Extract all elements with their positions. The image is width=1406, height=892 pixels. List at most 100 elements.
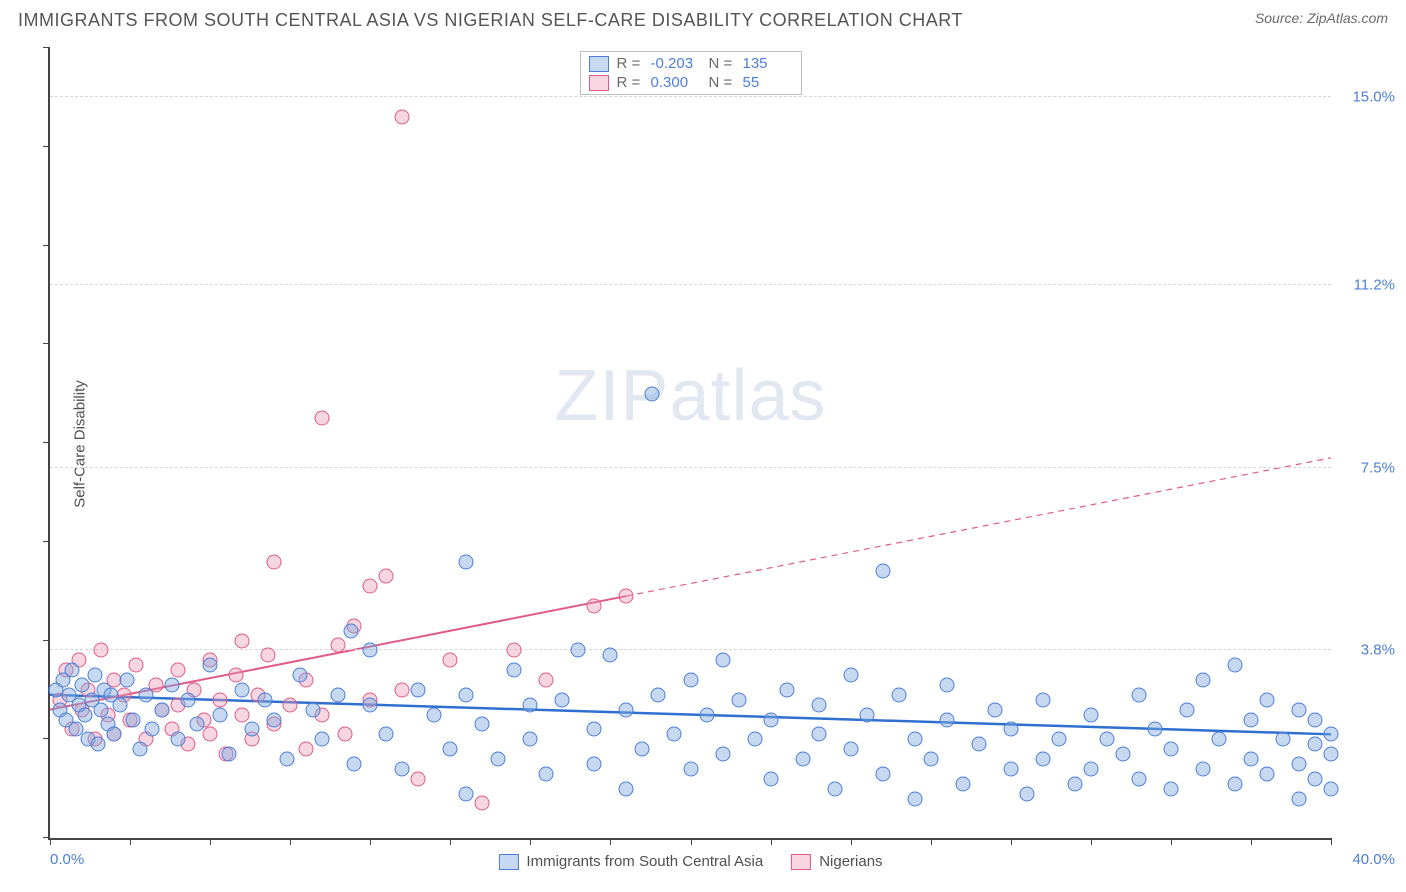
data-point-sca — [683, 673, 698, 688]
swatch-icon — [791, 854, 811, 870]
data-point-sca — [395, 761, 410, 776]
y-tick-label: 7.5% — [1339, 459, 1395, 476]
data-point-sca — [180, 692, 195, 707]
y-tick — [43, 541, 50, 542]
data-point-sca — [94, 702, 109, 717]
x-min-label: 0.0% — [50, 851, 84, 868]
data-point-sca — [171, 732, 186, 747]
data-point-sca — [1019, 786, 1034, 801]
data-point-sca — [145, 722, 160, 737]
data-point-nig — [260, 648, 275, 663]
data-point-sca — [587, 722, 602, 737]
data-point-sca — [1227, 658, 1242, 673]
data-point-nig — [475, 796, 490, 811]
data-point-nig — [267, 554, 282, 569]
data-point-sca — [305, 702, 320, 717]
data-point-nig — [129, 658, 144, 673]
data-point-sca — [1291, 702, 1306, 717]
legend-N-label: N = — [709, 55, 735, 72]
data-point-sca — [603, 648, 618, 663]
data-point-sca — [244, 722, 259, 737]
data-point-sca — [875, 766, 890, 781]
data-point-sca — [523, 697, 538, 712]
data-point-sca — [475, 717, 490, 732]
data-point-nig — [507, 643, 522, 658]
data-point-sca — [645, 386, 660, 401]
data-point-sca — [1275, 732, 1290, 747]
data-point-sca — [1163, 742, 1178, 757]
legend-R-sca: -0.203 — [651, 55, 701, 72]
data-point-sca — [699, 707, 714, 722]
plot-area: ZIPatlas R = -0.203 N = 135 R = 0.300 N … — [48, 48, 1331, 840]
data-point-sca — [78, 707, 93, 722]
y-tick — [43, 245, 50, 246]
data-point-sca — [1195, 761, 1210, 776]
data-point-sca — [91, 737, 106, 752]
grid-line — [50, 467, 1331, 468]
data-point-sca — [132, 742, 147, 757]
data-point-sca — [155, 702, 170, 717]
data-point-nig — [411, 771, 426, 786]
data-point-nig — [539, 673, 554, 688]
grid-line — [50, 96, 1331, 97]
data-point-nig — [363, 579, 378, 594]
data-point-sca — [843, 742, 858, 757]
swatch-nig — [589, 75, 609, 91]
data-point-sca — [443, 742, 458, 757]
data-point-sca — [539, 766, 554, 781]
data-point-sca — [1243, 752, 1258, 767]
legend-R-label: R = — [617, 55, 643, 72]
data-point-nig — [395, 682, 410, 697]
data-point-sca — [235, 682, 250, 697]
swatch-icon — [498, 854, 518, 870]
data-point-sca — [1147, 722, 1162, 737]
x-tick — [210, 838, 211, 845]
x-tick — [1091, 838, 1092, 845]
data-point-sca — [459, 554, 474, 569]
data-point-sca — [203, 658, 218, 673]
data-point-sca — [1003, 761, 1018, 776]
swatch-sca — [589, 56, 609, 72]
data-point-nig — [283, 697, 298, 712]
data-point-sca — [222, 747, 237, 762]
chart-title: IMMIGRANTS FROM SOUTH CENTRAL ASIA VS NI… — [18, 10, 963, 31]
data-point-sca — [1307, 712, 1322, 727]
data-point-sca — [427, 707, 442, 722]
data-point-sca — [555, 692, 570, 707]
data-point-sca — [619, 702, 634, 717]
data-point-nig — [331, 638, 346, 653]
data-point-nig — [212, 692, 227, 707]
data-point-nig — [235, 633, 250, 648]
data-point-sca — [715, 747, 730, 762]
data-point-sca — [827, 781, 842, 796]
data-point-sca — [126, 712, 141, 727]
data-point-nig — [395, 110, 410, 125]
data-point-sca — [267, 712, 282, 727]
x-tick — [50, 838, 51, 845]
legend-N-nig: 55 — [743, 74, 793, 91]
data-point-sca — [1227, 776, 1242, 791]
data-point-sca — [811, 697, 826, 712]
data-point-sca — [731, 692, 746, 707]
data-point-sca — [459, 786, 474, 801]
data-point-sca — [347, 756, 362, 771]
data-point-nig — [235, 707, 250, 722]
watermark-light: atlas — [669, 356, 826, 436]
legend-N-sca: 135 — [743, 55, 793, 72]
data-point-sca — [667, 727, 682, 742]
y-tick — [43, 343, 50, 344]
data-point-sca — [1115, 747, 1130, 762]
data-point-sca — [1003, 722, 1018, 737]
data-point-sca — [65, 663, 80, 678]
data-point-sca — [811, 727, 826, 742]
data-point-sca — [1324, 747, 1339, 762]
data-point-sca — [190, 717, 205, 732]
y-tick — [43, 47, 50, 48]
legend-N-label: N = — [709, 74, 735, 91]
data-point-sca — [379, 727, 394, 742]
x-tick — [1011, 838, 1012, 845]
y-tick — [43, 837, 50, 838]
data-point-sca — [971, 737, 986, 752]
data-point-sca — [113, 697, 128, 712]
data-point-sca — [315, 732, 330, 747]
